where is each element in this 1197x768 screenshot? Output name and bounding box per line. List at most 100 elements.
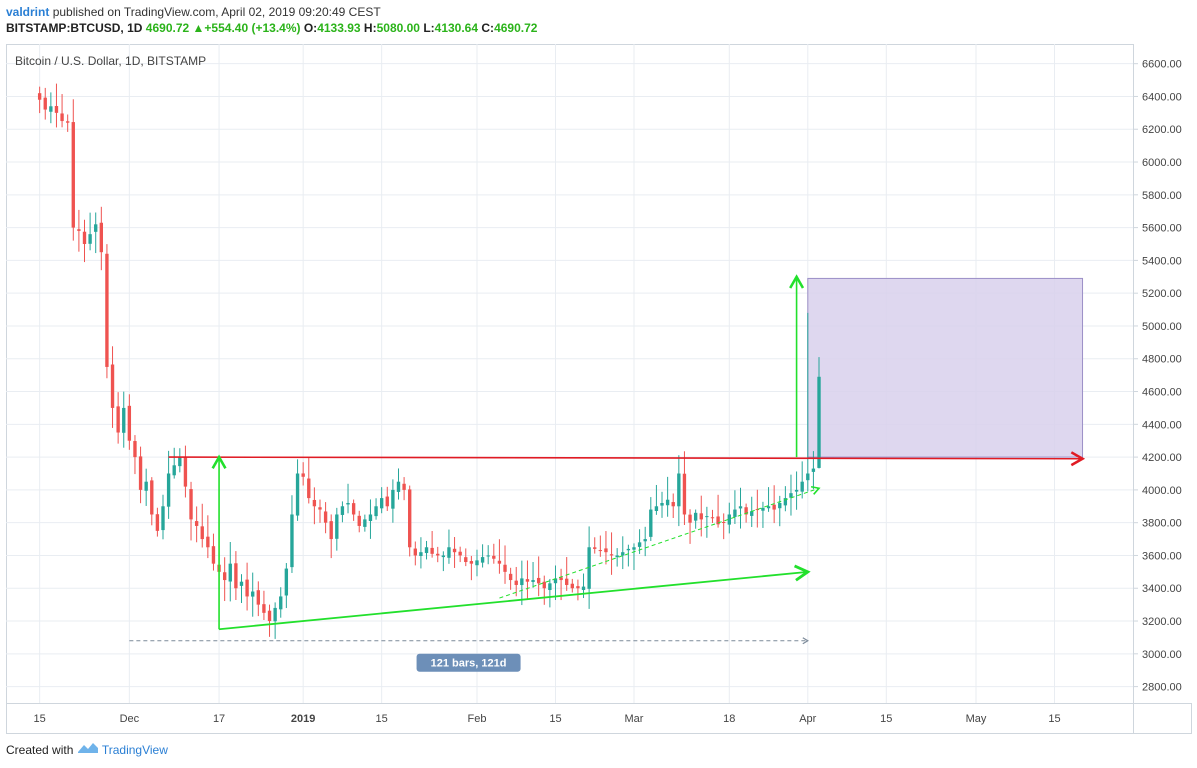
candle[interactable]: [722, 521, 726, 523]
candle[interactable]: [727, 514, 731, 525]
support-line[interactable]: [218, 564, 811, 631]
candle[interactable]: [660, 503, 664, 506]
candle[interactable]: [127, 405, 132, 441]
candle[interactable]: [654, 506, 659, 511]
candle[interactable]: [699, 513, 703, 520]
ascending-support-dashed-line[interactable]: [499, 485, 821, 599]
candle[interactable]: [144, 481, 148, 491]
candle[interactable]: [486, 555, 490, 557]
candle[interactable]: [665, 499, 670, 506]
candle[interactable]: [430, 547, 434, 554]
candle[interactable]: [604, 548, 608, 553]
candle[interactable]: [284, 568, 289, 596]
candle[interactable]: [82, 231, 87, 244]
candle[interactable]: [480, 557, 485, 563]
candle[interactable]: [705, 516, 709, 518]
candle[interactable]: [351, 503, 356, 515]
candle[interactable]: [267, 610, 272, 622]
candle[interactable]: [133, 441, 137, 458]
candle[interactable]: [189, 489, 193, 520]
candle[interactable]: [301, 473, 305, 477]
candle[interactable]: [570, 583, 574, 589]
candle[interactable]: [621, 552, 625, 556]
candle[interactable]: [800, 481, 804, 492]
candle[interactable]: [368, 514, 373, 521]
candle[interactable]: [525, 579, 530, 582]
candle[interactable]: [37, 93, 42, 100]
candle[interactable]: [346, 503, 350, 505]
candle[interactable]: [290, 514, 294, 568]
candle[interactable]: [166, 473, 171, 507]
candle[interactable]: [677, 473, 681, 507]
candle[interactable]: [172, 465, 176, 476]
date-range-badge[interactable]: [416, 653, 521, 672]
candle[interactable]: [402, 483, 406, 490]
candle[interactable]: [469, 561, 474, 564]
time-axis[interactable]: [6, 703, 1192, 734]
candle[interactable]: [649, 509, 653, 537]
candle[interactable]: [761, 507, 765, 511]
candle[interactable]: [234, 563, 238, 589]
candle[interactable]: [408, 489, 412, 548]
candle[interactable]: [497, 560, 502, 564]
candle[interactable]: [228, 563, 232, 582]
candle[interactable]: [363, 519, 367, 527]
candle[interactable]: [536, 577, 541, 584]
candle[interactable]: [514, 580, 518, 585]
candle[interactable]: [598, 550, 603, 552]
candle[interactable]: [755, 509, 760, 511]
candle[interactable]: [531, 580, 535, 582]
candle[interactable]: [475, 560, 479, 566]
candle[interactable]: [43, 97, 47, 110]
candle[interactable]: [206, 536, 210, 548]
candle[interactable]: [340, 506, 345, 515]
candle[interactable]: [396, 481, 401, 492]
candle[interactable]: [811, 468, 816, 472]
candle[interactable]: [447, 547, 451, 558]
candle[interactable]: [385, 496, 389, 507]
candle[interactable]: [424, 547, 429, 554]
candle[interactable]: [295, 473, 300, 516]
candle[interactable]: [222, 572, 227, 581]
candle[interactable]: [49, 106, 53, 112]
candle[interactable]: [817, 376, 821, 468]
candle[interactable]: [508, 573, 513, 581]
candle[interactable]: [122, 407, 126, 433]
candle[interactable]: [542, 581, 546, 589]
candle[interactable]: [744, 507, 748, 515]
candle[interactable]: [357, 515, 361, 526]
resistance-line[interactable]: [168, 451, 1086, 467]
candle[interactable]: [682, 473, 687, 515]
candle[interactable]: [262, 604, 266, 613]
candle[interactable]: [150, 480, 154, 515]
candle[interactable]: [94, 224, 98, 232]
candle[interactable]: [279, 596, 283, 610]
candle[interactable]: [441, 555, 446, 558]
candle[interactable]: [576, 586, 580, 589]
candle[interactable]: [587, 547, 591, 589]
candle[interactable]: [99, 222, 104, 253]
candle[interactable]: [273, 607, 277, 622]
candle[interactable]: [565, 578, 569, 585]
candle[interactable]: [116, 406, 120, 433]
candle[interactable]: [239, 581, 244, 586]
candle[interactable]: [553, 578, 558, 584]
candle[interactable]: [391, 489, 395, 509]
candle[interactable]: [374, 506, 378, 517]
candle[interactable]: [379, 498, 384, 509]
candle[interactable]: [716, 516, 720, 525]
candle[interactable]: [738, 506, 743, 509]
candle[interactable]: [733, 509, 737, 517]
candle[interactable]: [318, 507, 322, 510]
candle[interactable]: [452, 548, 457, 553]
candle[interactable]: [251, 591, 255, 597]
candle[interactable]: [329, 521, 333, 540]
candle[interactable]: [155, 514, 160, 531]
candle[interactable]: [806, 473, 810, 481]
candle[interactable]: [178, 457, 182, 467]
candle[interactable]: [548, 583, 552, 591]
candle[interactable]: [637, 542, 642, 547]
candle[interactable]: [419, 552, 423, 557]
candle[interactable]: [413, 548, 417, 556]
candle[interactable]: [520, 578, 524, 586]
